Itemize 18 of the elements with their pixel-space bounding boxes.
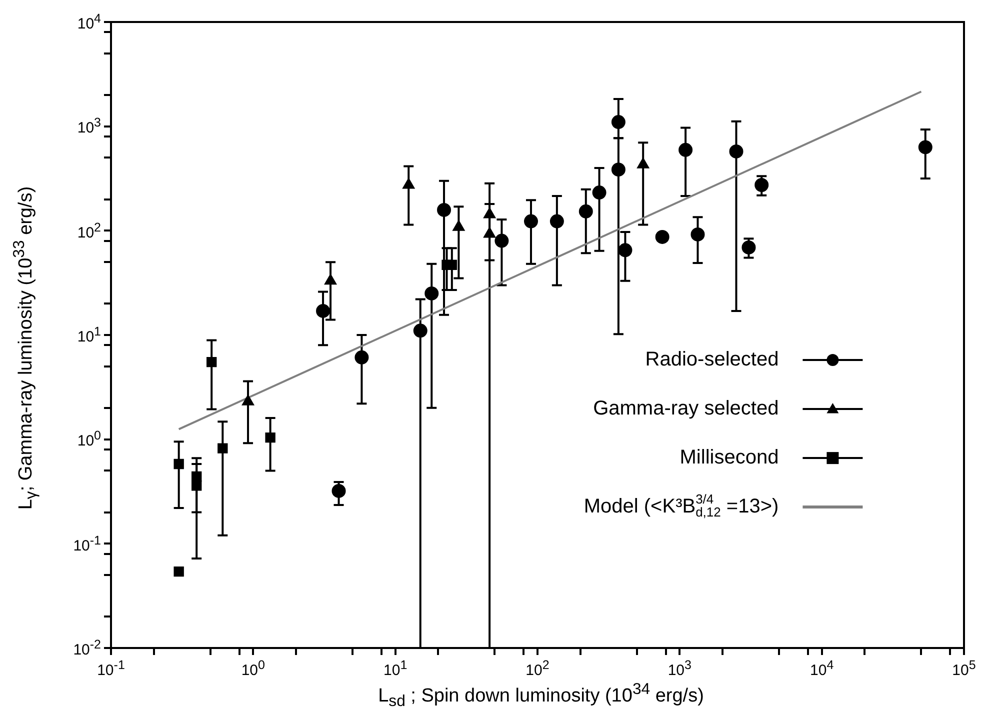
y-tick-label: 10$^{-2}$ xyxy=(73,638,101,658)
y-tick-label: 10$^{2}$ xyxy=(77,220,101,242)
y-tick-label: 10$^{0}$ xyxy=(77,428,101,450)
y-tick-label: 10$^{1}$ xyxy=(77,324,101,346)
x-tick-label: 10$^{3}$ xyxy=(668,658,692,679)
x-tick-label: 10$^{4}$ xyxy=(810,658,834,679)
y-tick-label: 10$^{4}$ xyxy=(77,12,101,32)
x-tick-label: 10$^{2}$ xyxy=(526,658,550,679)
y-tick-label: 10$^{3}$ xyxy=(77,116,101,137)
x-tick-label: 10$^{-1}$ xyxy=(97,658,125,679)
x-tick-label: 10$^{1}$ xyxy=(384,658,408,679)
legend-label: Gamma-ray selected xyxy=(593,398,779,420)
legend-label: Millisecond xyxy=(680,446,779,469)
x-axis-title: L$_{sd}$ ; Spin down luminosity (10$^{34}$ erg/s) xyxy=(377,680,705,711)
legend-label: Radio-selected xyxy=(645,348,779,371)
x-tick-label: 10$^{5}$ xyxy=(952,658,976,679)
y-tick-label: 10$^{-1}$ xyxy=(73,533,101,554)
x-tick-label: 10$^{0}$ xyxy=(241,658,265,679)
